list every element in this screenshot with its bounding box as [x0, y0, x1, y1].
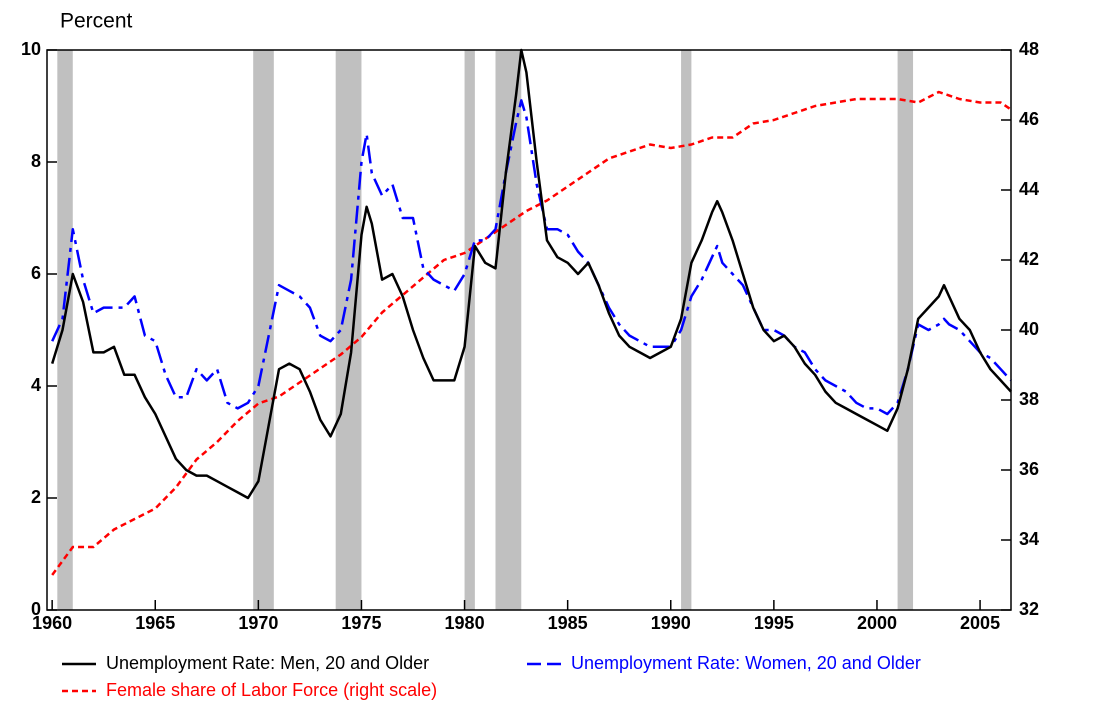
x-tick-label: 2000 [857, 613, 897, 633]
y-axis-label: Percent [60, 10, 133, 33]
legend-label: Unemployment Rate: Women, 20 and Older [571, 653, 921, 673]
y-tick-label: 8 [31, 151, 41, 171]
x-tick-label: 1960 [32, 613, 72, 633]
series-line [51, 48, 1012, 500]
x-tick-label: 1990 [651, 613, 691, 633]
series-line [51, 99, 1012, 416]
y2-tick-label: 46 [1019, 109, 1039, 129]
y-tick-label: 6 [31, 263, 41, 283]
y2-tick-label: 32 [1019, 599, 1039, 619]
y2-tick-label: 38 [1019, 389, 1039, 409]
y2-tick-label: 34 [1019, 529, 1039, 549]
x-tick-label: 1975 [341, 613, 381, 633]
legend-label: Unemployment Rate: Men, 20 and Older [106, 653, 429, 673]
recession-band [253, 50, 274, 610]
x-tick-label: 1965 [135, 613, 175, 633]
series-line [51, 90, 1012, 576]
y2-tick-label: 48 [1019, 39, 1039, 59]
recession-band [681, 50, 692, 610]
recession-band [57, 50, 73, 610]
y2-tick-label: 36 [1019, 459, 1039, 479]
x-tick-label: 1985 [548, 613, 588, 633]
y-tick-label: 10 [21, 39, 41, 59]
x-tick-label: 1970 [238, 613, 278, 633]
y2-tick-label: 40 [1019, 319, 1039, 339]
recession-band [897, 50, 914, 610]
y-tick-label: 0 [31, 599, 41, 619]
recession-band [464, 50, 475, 610]
plot-frame [46, 49, 1012, 611]
y2-tick-label: 44 [1019, 179, 1039, 199]
legend-label: Female share of Labor Force (right scale… [106, 680, 437, 700]
x-tick-label: 2005 [960, 613, 1000, 633]
x-tick-label: 1995 [754, 613, 794, 633]
y-tick-label: 4 [31, 375, 41, 395]
y-tick-label: 2 [31, 487, 41, 507]
recession-band [495, 50, 522, 610]
x-tick-label: 1980 [445, 613, 485, 633]
y2-tick-label: 42 [1019, 249, 1039, 269]
